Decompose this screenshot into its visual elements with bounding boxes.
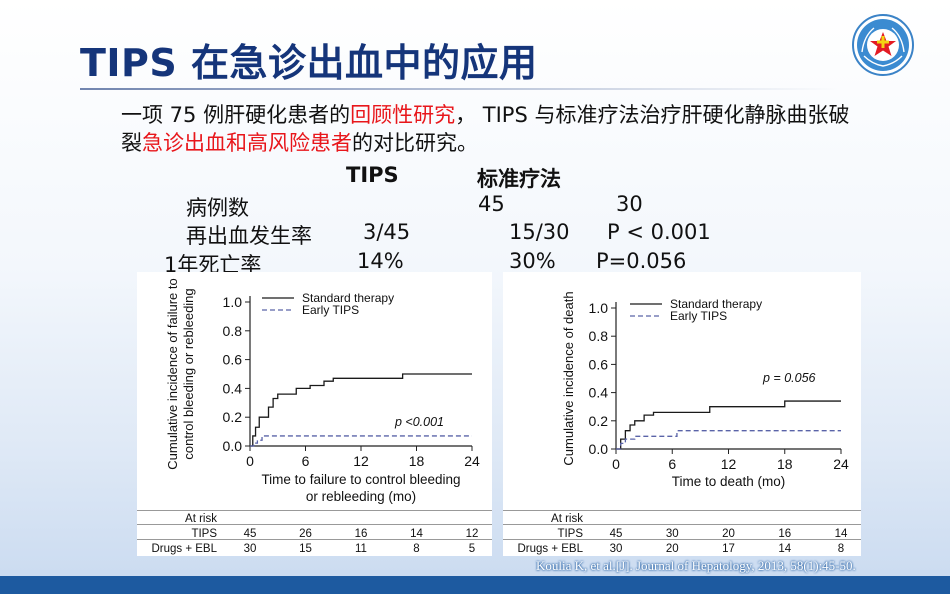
at-risk-value: 30 — [666, 528, 679, 540]
legend-label: Standard therapy — [670, 297, 762, 311]
at-risk-row-label: TIPS — [557, 528, 583, 540]
stats-row3-tips: 14% — [357, 249, 404, 273]
y-tick-label: 0.0 — [589, 441, 609, 457]
x-tick-label: 12 — [353, 453, 369, 469]
at-risk-value: 15 — [299, 543, 312, 555]
at-risk-value: 14 — [410, 528, 423, 540]
y-tick-label: 0.8 — [589, 328, 609, 344]
x-tick-label: 24 — [833, 456, 849, 472]
at-risk-value: 11 — [355, 543, 367, 555]
intro-text-1: 一项 75 例肝硬化患者的 — [121, 103, 351, 127]
at-risk-value: 12 — [466, 528, 479, 540]
at-risk-svg-rebleeding: At risk TIPS 45 26 16 14 12 Drugs + EBL 30 15 11 8 5 — [137, 510, 492, 555]
x-tick-label: 6 — [302, 453, 310, 469]
at-risk-header: At risk — [185, 513, 217, 525]
at-risk-value: 14 — [778, 543, 791, 555]
at-risk-value: 16 — [355, 528, 368, 540]
at-risk-row-label: Drugs + EBL — [517, 543, 583, 555]
km-chart-death: 0.0 0.2 0.4 0.6 0.8 1.0 0 6 12 18 24 Cumulative inc… — [561, 291, 849, 489]
legend-label: Standard therapy — [302, 291, 394, 305]
stats-row1-tips: 45 — [478, 192, 505, 216]
stats-header-standard: 标准疗法 — [477, 167, 561, 191]
series-line-early-tips — [616, 430, 841, 450]
at-risk-svg-death: At risk TIPS 45 30 20 16 14 Drugs + EBL 30 20 17 14… — [503, 510, 861, 555]
intro-paragraph: 一项 75 例肝硬化患者的回顾性研究， TIPS 与标准疗法治疗肝硬化静脉曲张破… — [121, 101, 851, 157]
stats-header-tips: TIPS — [346, 163, 399, 187]
at-risk-table-rebleeding: At risk TIPS 45 26 16 14 12 Drugs + EBL 30 15 11 8 5 — [137, 510, 492, 556]
footer-bar — [0, 576, 950, 594]
intro-highlight-1: 回顾性研究 — [350, 103, 456, 127]
stats-row2-tips: 3/45 — [363, 220, 411, 244]
at-risk-value: 30 — [610, 543, 623, 555]
y-axis-label: Cumulative incidence of failure to — [165, 278, 180, 470]
slide-title: TIPS 在急诊出血中的应用 — [80, 41, 538, 85]
at-risk-value: 17 — [722, 543, 735, 555]
x-axis-label: Time to death (mo) — [672, 474, 786, 489]
y-tick-label: 0.0 — [223, 438, 243, 454]
intro-text-3: 的对比研究。 — [352, 131, 478, 155]
chart-panel-rebleeding: 0.0 0.2 0.4 0.6 0.8 1.0 0 6 12 18 24 Cumulative inc… — [137, 272, 492, 510]
y-tick-label: 0.4 — [223, 380, 243, 396]
x-tick-label: 24 — [464, 453, 480, 469]
stats-row1-label: 病例数 — [186, 196, 249, 220]
x-tick-label: 18 — [777, 456, 793, 472]
y-tick-label: 0.6 — [589, 356, 609, 372]
at-risk-value: 45 — [610, 528, 623, 540]
series-line-standard-therapy — [616, 400, 841, 450]
y-tick-label: 1.0 — [223, 294, 243, 310]
series-line-early-tips — [250, 435, 472, 447]
emblem-icon — [852, 14, 914, 76]
legend-label: Early TIPS — [302, 303, 359, 317]
at-risk-value: 8 — [838, 543, 844, 555]
x-tick-label: 0 — [612, 456, 620, 472]
at-risk-value: 30 — [244, 543, 257, 555]
km-chart-rebleeding: 0.0 0.2 0.4 0.6 0.8 1.0 0 6 12 18 24 Cumulative inc… — [165, 278, 480, 504]
p-value-annotation: p = 0.056 — [762, 371, 816, 385]
at-risk-value: 16 — [778, 528, 791, 540]
y-tick-label: 0.2 — [223, 409, 243, 425]
y-tick-label: 0.2 — [589, 413, 609, 429]
at-risk-row-label: Drugs + EBL — [151, 543, 217, 555]
at-risk-value: 45 — [244, 528, 257, 540]
p-value-annotation: p <0.001 — [394, 415, 444, 429]
x-axis-label: Time to failure to control bleeding — [261, 472, 460, 487]
stats-row2-label: 再出血发生率 — [186, 224, 312, 248]
stats-row2-p: P < 0.001 — [607, 220, 711, 244]
stats-row3-std: 30% — [509, 249, 556, 273]
series-line-standard-therapy — [250, 373, 472, 447]
intro-text-2: ， TIPS 与标准疗法治疗肝硬化静脉曲张破裂 — [121, 103, 850, 155]
x-tick-label: 12 — [721, 456, 737, 472]
at-risk-value: 26 — [299, 528, 312, 540]
at-risk-header: At risk — [551, 513, 583, 525]
chart-panel-death: 0.0 0.2 0.4 0.6 0.8 1.0 0 6 12 18 24 Cumulative inc… — [503, 272, 861, 510]
title-divider — [80, 88, 840, 90]
y-tick-label: 0.8 — [223, 323, 243, 339]
stats-row3-p: P=0.056 — [596, 249, 687, 273]
y-axis-label: control bleeding or rebleeding — [181, 288, 196, 459]
at-risk-value: 20 — [722, 528, 735, 540]
y-tick-label: 0.6 — [223, 352, 243, 368]
at-risk-value: 14 — [835, 528, 848, 540]
citation: Koulia K, et al.[J]. Journal of Hepatolo… — [536, 558, 856, 573]
stats-row1-std: 30 — [616, 192, 643, 216]
y-axis-label: Cumulative incidence of death — [561, 291, 576, 465]
stats-row2-std: 15/30 — [509, 220, 570, 244]
at-risk-value: 20 — [666, 543, 679, 555]
intro-highlight-2: 急诊出血和高风险患者 — [142, 131, 352, 155]
x-axis-label: or rebleeding (mo) — [306, 489, 416, 504]
at-risk-row-label: TIPS — [191, 528, 217, 540]
at-risk-value: 8 — [413, 543, 419, 555]
at-risk-table-death: At risk TIPS 45 30 20 16 14 Drugs + EBL 30 20 17 14… — [503, 510, 861, 556]
y-tick-label: 1.0 — [589, 300, 609, 316]
x-tick-label: 18 — [409, 453, 425, 469]
y-tick-label: 0.4 — [589, 385, 609, 401]
x-tick-label: 6 — [668, 456, 676, 472]
at-risk-value: 5 — [469, 543, 475, 555]
legend-label: Early TIPS — [670, 309, 727, 323]
x-tick-label: 0 — [246, 453, 254, 469]
